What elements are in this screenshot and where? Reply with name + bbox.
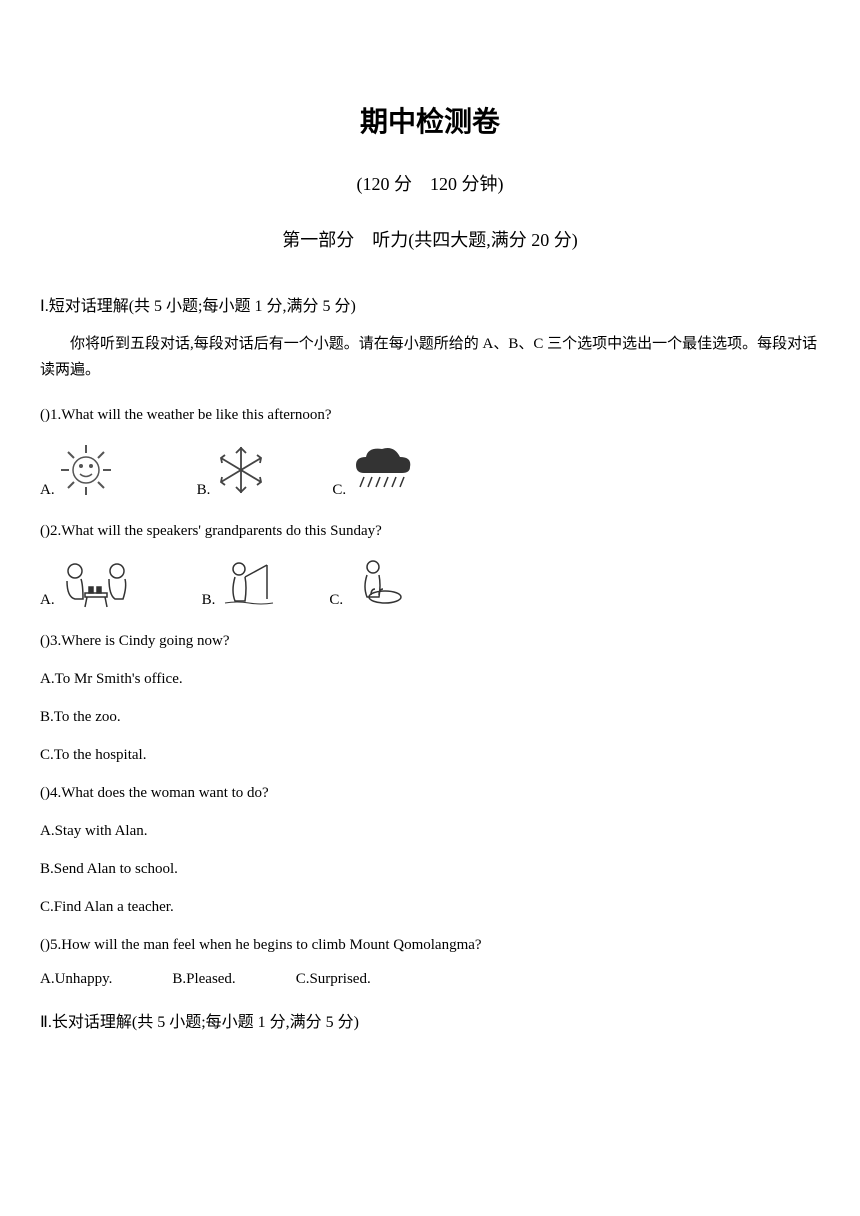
q3-option-c: C.To the hospital. [40,743,820,767]
q2-label-b: B. [202,592,216,609]
q2-label-a: A. [40,592,55,609]
q2-options: A. B. [40,557,820,609]
q5-option-a: A.Unhappy. [40,971,112,988]
q4-option-a: A.Stay with Alan. [40,819,820,843]
cooking-icon [345,557,405,609]
q5-text: ()5.How will the man feel when he begins… [40,933,820,957]
section1-instructions: 你将听到五段对话,每段对话后有一个小题。请在每小题所给的 A、B、C 三个选项中… [40,332,820,383]
rain-cloud-icon [348,443,418,499]
snowflake-icon [212,441,270,499]
section2-header: Ⅱ.长对话理解(共 5 小题;每小题 1 分,满分 5 分) [40,1008,820,1032]
q2-label-c: C. [329,592,343,609]
q4-option-c: C.Find Alan a teacher. [40,895,820,919]
q5-option-c: C.Surprised. [296,971,371,988]
q1-label-c: C. [332,482,346,499]
q1-label-b: B. [197,482,211,499]
exam-title: 期中检测卷 [40,100,820,140]
q4-text: ()4.What does the woman want to do? [40,781,820,805]
chess-players-icon [57,557,135,609]
q5-option-b: B.Pleased. [172,971,235,988]
q3-option-b: B.To the zoo. [40,705,820,729]
q1-options: A. [40,441,820,499]
exam-subtitle: (120 分 120 分钟) [40,170,820,196]
q4-option-b: B.Send Alan to school. [40,857,820,881]
q5-options: A.Unhappy. B.Pleased. C.Surprised. [40,971,820,988]
section1-header: Ⅰ.短对话理解(共 5 小题;每小题 1 分,满分 5 分) [40,292,820,316]
part-header: 第一部分 听力(共四大题,满分 20 分) [40,226,820,252]
q3-option-a: A.To Mr Smith's office. [40,667,820,691]
q1-label-a: A. [40,482,55,499]
fishing-icon [217,557,277,609]
sun-icon [57,441,115,499]
q1-text: ()1.What will the weather be like this a… [40,403,820,427]
q2-text: ()2.What will the speakers' grandparents… [40,519,820,543]
q3-text: ()3.Where is Cindy going now? [40,629,820,653]
